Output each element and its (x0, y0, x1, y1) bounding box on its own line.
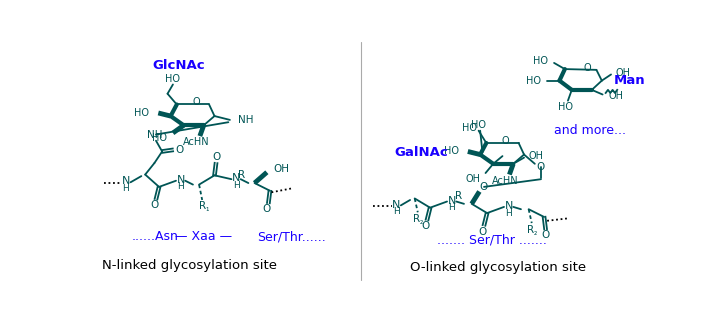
Text: N: N (177, 175, 185, 185)
Text: H: H (505, 209, 512, 218)
Text: HO: HO (533, 56, 548, 66)
Text: O: O (537, 162, 545, 172)
Text: N: N (392, 200, 401, 210)
Text: ....... Ser/Thr .......: ....... Ser/Thr ....... (436, 234, 546, 247)
Text: O: O (212, 152, 220, 162)
Text: O: O (263, 204, 271, 214)
Text: OH: OH (529, 151, 543, 161)
Text: O: O (480, 182, 488, 192)
Text: NH: NH (237, 115, 253, 125)
Text: N-linked glycosylation site: N-linked glycosylation site (102, 259, 277, 272)
Text: HO: HO (462, 122, 477, 133)
Text: N: N (122, 176, 130, 187)
Text: OH: OH (273, 164, 289, 174)
Text: H: H (122, 184, 130, 193)
Text: GalNAc: GalNAc (394, 146, 448, 159)
Text: HO: HO (558, 102, 573, 112)
Text: R: R (527, 225, 534, 235)
Text: H: H (233, 181, 239, 190)
Text: HO: HO (152, 133, 167, 143)
Text: OH: OH (616, 68, 631, 78)
Text: AcHN: AcHN (492, 176, 519, 186)
Text: OH: OH (466, 174, 481, 184)
Text: R: R (199, 201, 206, 211)
Text: HO: HO (134, 108, 149, 118)
Text: R: R (455, 191, 463, 201)
Text: O: O (192, 97, 200, 107)
Text: N: N (505, 201, 513, 211)
Text: AcHN: AcHN (183, 137, 209, 147)
Text: N: N (232, 174, 240, 183)
Text: O: O (151, 200, 158, 210)
Text: HO: HO (444, 146, 458, 157)
Text: H: H (448, 203, 455, 212)
Text: O: O (478, 226, 486, 237)
Text: NH: NH (146, 130, 162, 139)
Text: Ser/Thr......: Ser/Thr...... (257, 230, 325, 243)
Text: H: H (393, 207, 400, 216)
Text: O: O (541, 230, 550, 241)
Text: O: O (175, 145, 183, 155)
Text: H: H (177, 182, 184, 191)
Text: O-linked glycosylation site: O-linked glycosylation site (410, 261, 586, 274)
Text: and more...: and more... (554, 124, 627, 137)
Text: O: O (502, 136, 510, 146)
Text: HO: HO (471, 120, 486, 130)
Text: — Xaa —: — Xaa — (175, 230, 232, 243)
Text: HO: HO (165, 74, 180, 84)
Text: R: R (413, 214, 420, 224)
Text: OH: OH (609, 91, 624, 101)
Text: R: R (238, 170, 245, 180)
Text: Man: Man (613, 74, 645, 87)
Text: ₁: ₁ (206, 204, 209, 213)
Text: N: N (448, 196, 456, 206)
Text: HO: HO (526, 76, 541, 85)
Text: O: O (584, 63, 591, 72)
Text: ₂: ₂ (533, 228, 536, 237)
Text: ₂: ₂ (420, 217, 422, 226)
Text: O: O (422, 221, 429, 231)
Text: GlcNAc: GlcNAc (152, 59, 205, 72)
Text: ......Asn: ......Asn (132, 230, 179, 243)
